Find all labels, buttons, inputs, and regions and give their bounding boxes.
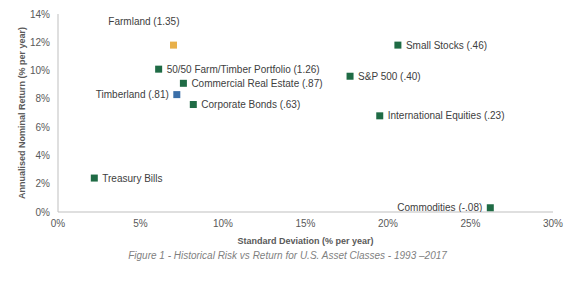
svg-text:12%: 12% bbox=[30, 37, 50, 48]
svg-text:25%: 25% bbox=[460, 218, 480, 229]
svg-text:Farmland (1.35): Farmland (1.35) bbox=[108, 16, 179, 27]
svg-text:International Equities (.23): International Equities (.23) bbox=[388, 110, 505, 121]
svg-text:Standard Deviation (% per year: Standard Deviation (% per year) bbox=[237, 236, 373, 246]
svg-text:6%: 6% bbox=[36, 122, 51, 133]
svg-text:Commercial Real Estate (.87): Commercial Real Estate (.87) bbox=[191, 78, 322, 89]
svg-text:S&P 500 (.40): S&P 500 (.40) bbox=[358, 71, 421, 82]
svg-text:2%: 2% bbox=[36, 178, 51, 189]
svg-text:14%: 14% bbox=[30, 9, 50, 20]
svg-text:10%: 10% bbox=[30, 65, 50, 76]
svg-text:15%: 15% bbox=[295, 218, 315, 229]
svg-text:0%: 0% bbox=[51, 218, 66, 229]
svg-text:4%: 4% bbox=[36, 150, 51, 161]
html-text:Figure 1 - Historical Risk vs: Figure 1 - Historical Risk vs Return for… bbox=[128, 250, 447, 261]
svg-text:Treasury Bills: Treasury Bills bbox=[102, 173, 162, 184]
svg-text:Timberland (.81): Timberland (.81) bbox=[96, 89, 169, 100]
svg-text:0%: 0% bbox=[36, 207, 51, 218]
svg-text:8%: 8% bbox=[36, 93, 51, 104]
svg-text:20%: 20% bbox=[378, 218, 398, 229]
svg-text:Commodities (-.08): Commodities (-.08) bbox=[397, 202, 482, 212]
svg-text:5%: 5% bbox=[133, 218, 148, 229]
svg-text:50/50 Farm/Timber Portfolio (1: 50/50 Farm/Timber Portfolio (1.26) bbox=[167, 64, 320, 75]
svg-text:Corporate Bonds (.63): Corporate Bonds (.63) bbox=[201, 99, 300, 110]
svg-text:10%: 10% bbox=[213, 218, 233, 229]
svg-text:30%: 30% bbox=[543, 218, 563, 229]
svg-text:Annualised Nominal Return (% p: Annualised Nominal Return (% per year) bbox=[17, 27, 27, 199]
svg-text:Small Stocks (.46): Small Stocks (.46) bbox=[406, 40, 487, 51]
